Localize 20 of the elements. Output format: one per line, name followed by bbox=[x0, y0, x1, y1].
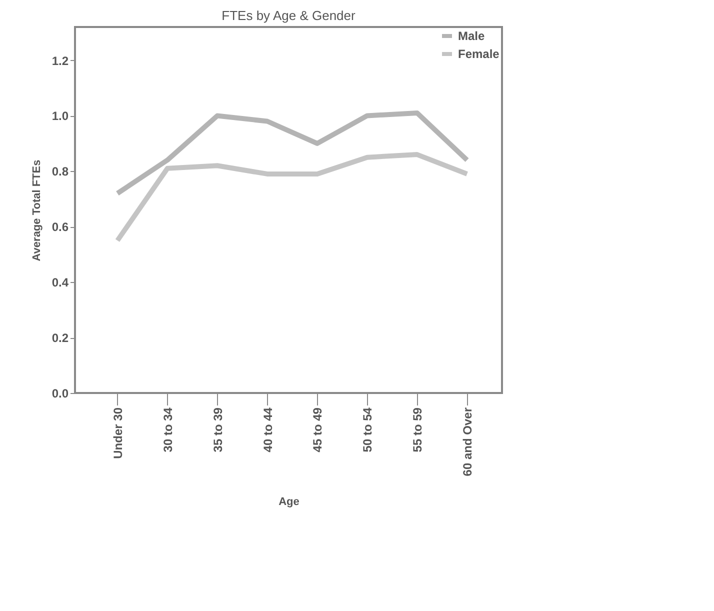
x-tick-label: 35 to 39 bbox=[210, 407, 225, 452]
x-tick-label: 30 to 34 bbox=[160, 407, 175, 452]
legend-label: Male bbox=[458, 29, 486, 43]
y-tick-label: 1.2 bbox=[52, 54, 69, 68]
y-tick-label: 0.6 bbox=[52, 220, 69, 234]
x-axis-title: Age bbox=[278, 496, 300, 508]
y-tick-label: 1.0 bbox=[52, 109, 69, 124]
legend-label: Female bbox=[458, 47, 500, 61]
x-tick-label: 60 and Over bbox=[460, 407, 475, 476]
y-axis-title: Average Total FTEs bbox=[30, 160, 43, 262]
chart-title: FTEs by Age & Gender bbox=[222, 8, 356, 23]
y-tick-label: 0.4 bbox=[52, 276, 69, 290]
x-tick-label: 50 to 54 bbox=[360, 407, 375, 452]
y-tick-label: 0.8 bbox=[52, 164, 69, 179]
x-tick-label: 45 to 49 bbox=[310, 407, 325, 452]
x-tick-label: 40 to 44 bbox=[260, 407, 275, 452]
y-tick-label: 0.0 bbox=[52, 386, 69, 400]
y-tick-label: 0.2 bbox=[52, 331, 69, 346]
x-tick-label: Under 30 bbox=[110, 407, 125, 459]
x-tick-label: 55 to 59 bbox=[410, 407, 425, 452]
